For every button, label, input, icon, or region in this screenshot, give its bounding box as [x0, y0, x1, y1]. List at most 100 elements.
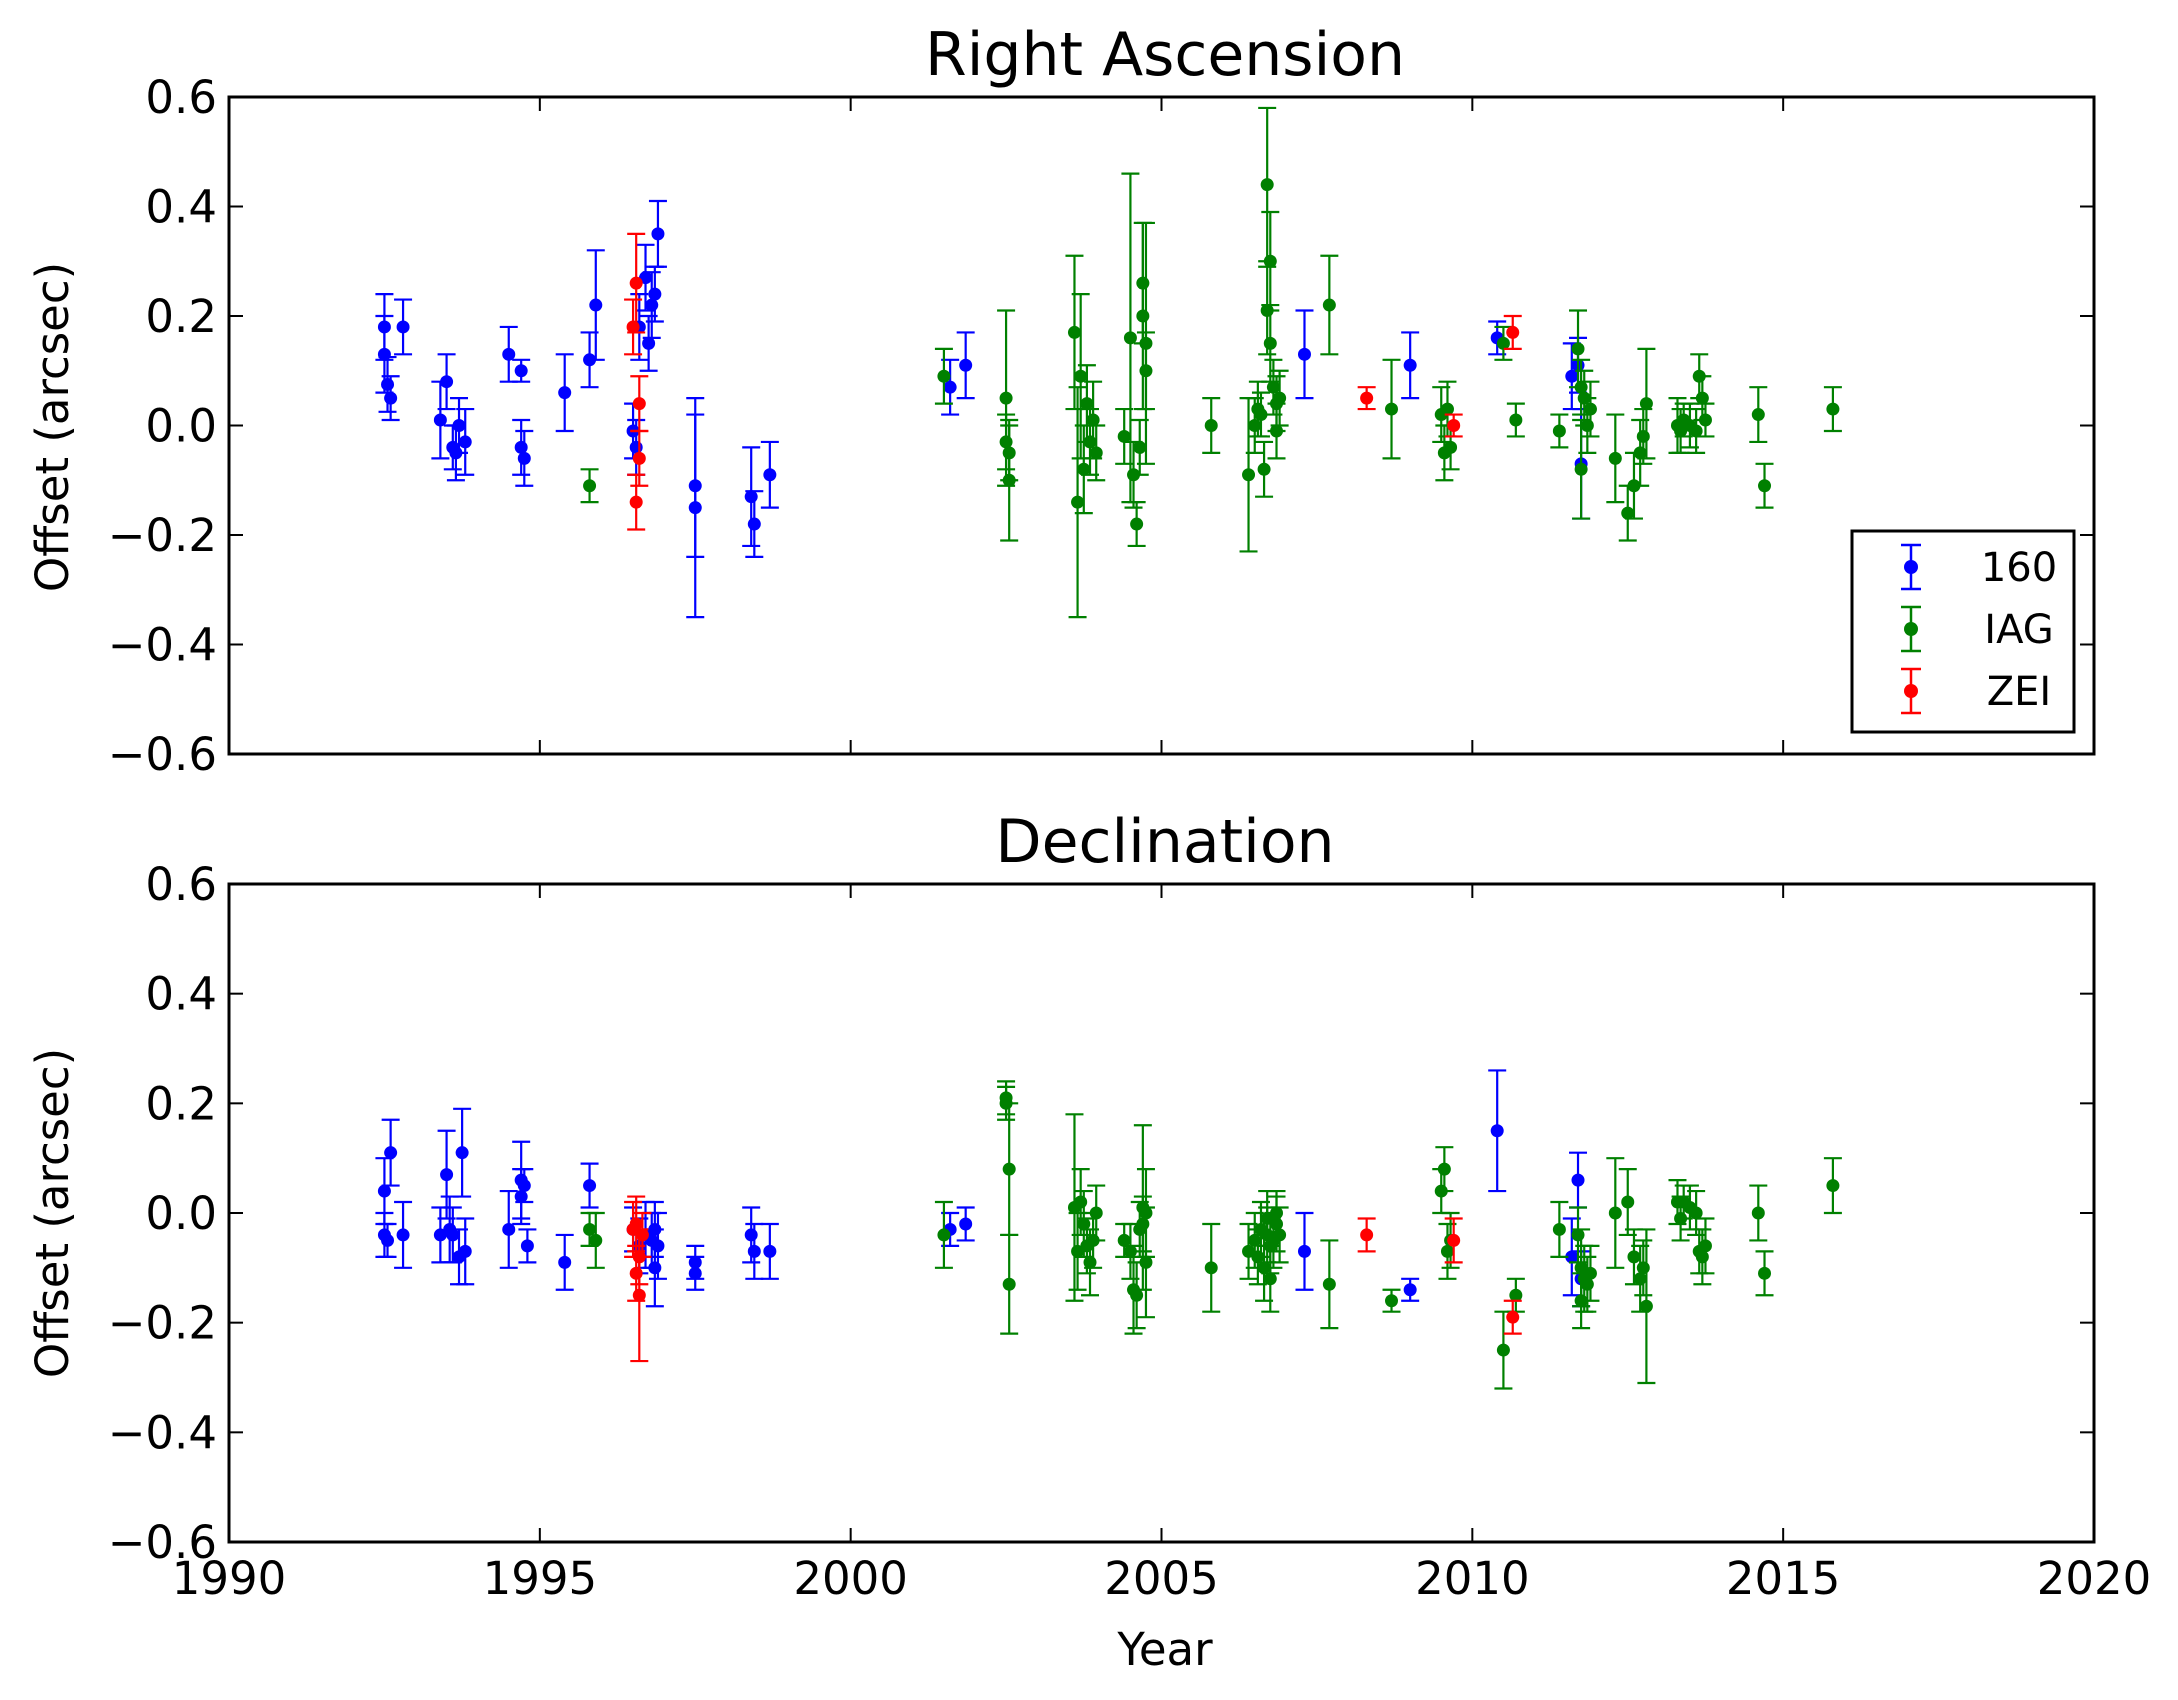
ra-point-iag-6	[1065, 254, 1084, 411]
ra-point-iag-3	[997, 413, 1016, 471]
dec-point-iag-4	[997, 1080, 1016, 1116]
marker	[1506, 1310, 1520, 1324]
marker	[1689, 424, 1703, 438]
legend-entry-160: 160	[1901, 543, 2057, 591]
marker	[1571, 342, 1585, 356]
marker	[1123, 331, 1137, 345]
ra-point-iag-30	[1258, 106, 1277, 263]
marker	[455, 1146, 469, 1160]
marker	[1297, 1244, 1311, 1258]
dec-point-iag-5	[1000, 1102, 1019, 1237]
marker	[1139, 1206, 1153, 1220]
marker	[688, 1266, 702, 1280]
marker	[1636, 1261, 1650, 1275]
marker	[1447, 419, 1461, 432]
marker	[458, 435, 472, 449]
marker	[1552, 1222, 1566, 1236]
marker	[1002, 473, 1016, 487]
legend-entry-zei: ZEI	[1901, 667, 2051, 715]
marker	[1695, 1250, 1709, 1264]
dec-point-iag-6	[1000, 1233, 1019, 1335]
ra-point-iag-66	[1749, 386, 1768, 444]
marker	[629, 276, 643, 290]
ra-point-iag-15	[1121, 172, 1140, 504]
marker	[1322, 298, 1336, 312]
marker	[763, 468, 777, 482]
marker	[517, 451, 531, 465]
dec-ytick-label: −0.6	[108, 1516, 217, 1569]
marker	[629, 495, 643, 509]
ra-point-iag-22	[1136, 221, 1155, 465]
marker	[1071, 495, 1085, 509]
dec-point-160-35	[1488, 1069, 1507, 1193]
marker	[1254, 408, 1268, 422]
marker	[1580, 1277, 1594, 1291]
legend-frame	[1850, 529, 2076, 734]
dec-point-160-15	[515, 1168, 534, 1204]
dec-point-160-29	[745, 1222, 764, 1280]
marker	[377, 347, 391, 361]
ra-point-160-25	[648, 199, 667, 268]
marker	[1552, 424, 1566, 438]
marker	[1270, 1217, 1284, 1231]
dec-point-zei-8	[1503, 1299, 1522, 1335]
marker	[558, 1255, 572, 1269]
marker	[1565, 369, 1579, 383]
marker	[1608, 451, 1622, 465]
marker	[1273, 391, 1287, 405]
marker	[1260, 178, 1274, 192]
ra-point-iag-23	[1202, 397, 1221, 454]
marker	[959, 1217, 973, 1231]
marker	[1506, 325, 1520, 339]
marker	[1130, 1288, 1144, 1302]
ra-plot-frame	[227, 95, 2096, 756]
ra-ytick-label: 0.2	[145, 290, 217, 343]
ra-point-iag-37	[1320, 254, 1339, 356]
dec-point-iag-53	[1606, 1157, 1625, 1269]
marker	[1583, 1266, 1597, 1280]
marker	[1509, 1288, 1523, 1302]
marker	[452, 419, 466, 432]
ra-point-160-15	[555, 353, 574, 433]
marker	[937, 1228, 951, 1242]
marker	[1080, 397, 1094, 411]
marker	[1385, 402, 1399, 416]
dec-point-160-33	[1295, 1211, 1314, 1291]
marker	[629, 1217, 643, 1231]
marker	[1273, 1228, 1287, 1242]
marker	[999, 435, 1013, 449]
dec-point-iag-37	[1270, 1206, 1289, 1264]
dec-ytick-label: 0.4	[145, 968, 217, 1021]
marker	[1496, 336, 1510, 350]
marker	[583, 1179, 597, 1193]
dec-point-zei-1	[627, 1195, 646, 1253]
ra-point-160-32	[956, 331, 975, 400]
marker	[959, 358, 973, 372]
dec-xtick-label: 2005	[1104, 1552, 1219, 1605]
ra-marks	[375, 106, 1842, 619]
dec-point-160-30	[760, 1222, 779, 1280]
dec-point-160-27	[686, 1255, 705, 1291]
marker	[1130, 517, 1144, 531]
ra-point-iag-62	[1687, 407, 1706, 454]
dec-point-160-18	[580, 1162, 599, 1209]
marker	[1133, 440, 1147, 454]
dec-point-160-3	[381, 1118, 400, 1187]
marker	[1257, 1261, 1271, 1275]
dec-marks	[375, 1069, 1842, 1390]
ra-point-160-28	[742, 446, 761, 548]
dec-point-iag-14	[1087, 1184, 1106, 1242]
ra-point-160-6	[437, 353, 456, 411]
marker	[381, 1233, 395, 1247]
ra-title: Right Ascension	[925, 20, 1405, 90]
dec-point-160-11	[456, 1217, 475, 1286]
marker	[1074, 369, 1088, 383]
marker	[446, 1228, 460, 1242]
ra-point-iag-67	[1755, 462, 1774, 509]
marker	[1826, 1179, 1840, 1193]
marker	[651, 227, 665, 241]
ra-ytick-label: 0.4	[145, 181, 217, 234]
dec-point-iag-54	[1618, 1168, 1637, 1237]
marker	[1257, 462, 1271, 476]
